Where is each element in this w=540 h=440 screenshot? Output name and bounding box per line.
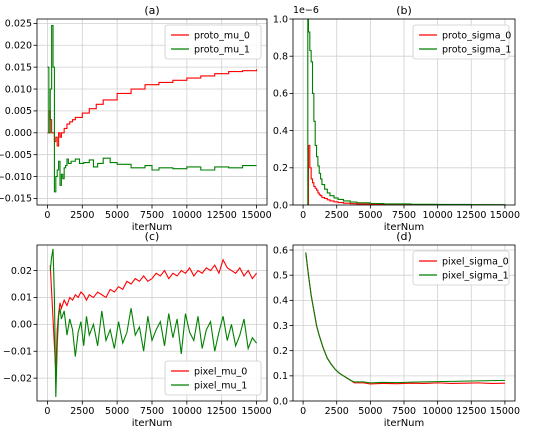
axis-scale-label: 1e−6 [293,5,319,16]
series-line-proto_mu_1 [47,25,257,193]
y-tick-label: 0.01 [11,293,32,304]
legend: proto_mu_0 proto_mu_1 [164,24,262,60]
legend-label: pixel_sigma_1 [442,271,509,282]
x-tick-label: 7500 [140,406,164,417]
series-group [47,25,258,193]
y-tick-label: 0.2 [273,163,288,174]
legend-label: pixel_sigma_0 [442,257,509,268]
legend: pixel_sigma_0 pixel_sigma_1 [412,250,510,286]
x-tick-label: 10000 [423,210,453,221]
x-tick-label: 5000 [358,210,382,221]
series-group [305,252,505,385]
y-tick-label: 0.000 [5,128,32,139]
x-axis-label: iterNum [132,418,173,429]
legend-label: proto_mu_1 [194,45,250,56]
y-tick-label: −0.010 [0,172,32,183]
x-tick-label: 0 [44,210,50,221]
legend-label: proto_mu_0 [194,31,250,42]
y-tick-label: 0.6 [273,89,288,100]
y-tick-label: 0.005 [5,106,32,117]
chart-title: (d) [396,230,412,243]
y-tick-label: 0.2 [273,346,288,357]
subplot-d: 0 2500 5000 7500 10000 12500 15000 0.0 0.1 0.2 0.3… [273,230,520,429]
x-tick-label: 15000 [490,210,520,221]
x-tick-label: 10000 [172,210,202,221]
x-tick-label: 0 [300,210,306,221]
legend-label: proto_sigma_0 [442,31,511,42]
y-tick-label: 0.8 [273,52,288,63]
x-tick-label: 15000 [241,210,271,221]
x-tick-label: 5000 [358,406,382,417]
legend: proto_sigma_0 proto_sigma_1 [412,24,511,60]
y-tick-label: 0.015 [5,62,32,73]
legend-label: pixel_mu_0 [194,367,247,378]
series-line-proto_mu_0 [47,69,258,147]
y-tick-label: 0.010 [5,84,32,95]
x-tick-label: 15000 [241,406,271,417]
legend-box [164,360,262,396]
subplot-a: 0 2500 5000 7500 10000 12500 15000 −0.015 −0.010… [0,4,272,233]
chart-title: (c) [145,230,160,243]
y-tick-label: −0.015 [0,194,32,205]
x-tick-label: 7500 [140,210,164,221]
y-tick-label: 0.0 [273,200,288,211]
series-line-pixel_mu_0 [49,258,257,373]
x-tick-label: 2500 [325,210,349,221]
x-tick-label: 12500 [456,210,486,221]
y-tick-label: 0.4 [273,296,288,307]
chart-title: (a) [144,4,159,17]
y-tick-label: 0.0 [273,396,288,407]
x-tick-label: 0 [300,406,306,417]
legend-box [164,24,262,60]
legend-label: proto_sigma_1 [442,45,511,56]
y-tick-label: 0.6 [273,245,288,256]
x-axis-label: iterNum [132,222,173,233]
x-tick-label: 5000 [105,210,129,221]
x-tick-label: 15000 [490,406,520,417]
series-line-proto_sigma_0 [307,144,506,205]
legend-box [412,24,510,60]
y-tick-label: 0.02 [11,266,32,277]
subplot-b: 0 2500 5000 7500 10000 12500 15000 0.0 0.2 0.4 0.6… [273,4,520,233]
y-tick-label: 0.3 [273,321,288,332]
x-tick-label: 12500 [207,210,237,221]
y-tick-label: 1.0 [273,14,288,25]
series-group [49,248,257,397]
x-tick-label: 2500 [70,210,94,221]
x-tick-label: 2500 [325,406,349,417]
y-tick-label: 0.5 [273,270,288,281]
y-tick-label: −0.02 [3,373,32,384]
x-axis-label: iterNum [384,222,425,233]
series-line-proto_sigma_1 [307,19,506,205]
legend-label: pixel_mu_1 [194,381,247,392]
y-tick-label: 0.4 [273,126,288,137]
x-tick-label: 12500 [456,406,486,417]
x-tick-label: 12500 [207,406,237,417]
chart-title: (b) [396,4,412,17]
subplot-c: 0 2500 5000 7500 10000 12500 15000 −0.02 −0.01 0.… [3,230,272,429]
x-tick-label: 2500 [70,406,94,417]
y-tick-label: 0.00 [11,320,32,331]
x-tick-label: 10000 [172,406,202,417]
series-line-pixel_sigma_1 [305,252,505,384]
x-tick-label: 7500 [392,406,416,417]
x-tick-label: 0 [44,406,50,417]
x-axis-label: iterNum [384,418,425,429]
x-tick-label: 7500 [392,210,416,221]
x-tick-label: 5000 [105,406,129,417]
y-tick-label: 0.1 [273,371,288,382]
legend: pixel_mu_0 pixel_mu_1 [164,360,262,396]
y-tick-label: 0.025 [5,19,32,30]
y-tick-label: −0.005 [0,150,32,161]
series-group [307,19,506,205]
series-line-pixel_mu_1 [49,248,257,397]
y-tick-label: 0.020 [5,41,32,52]
x-tick-label: 10000 [423,406,453,417]
legend-box [412,250,510,286]
y-tick-label: −0.01 [3,347,32,358]
